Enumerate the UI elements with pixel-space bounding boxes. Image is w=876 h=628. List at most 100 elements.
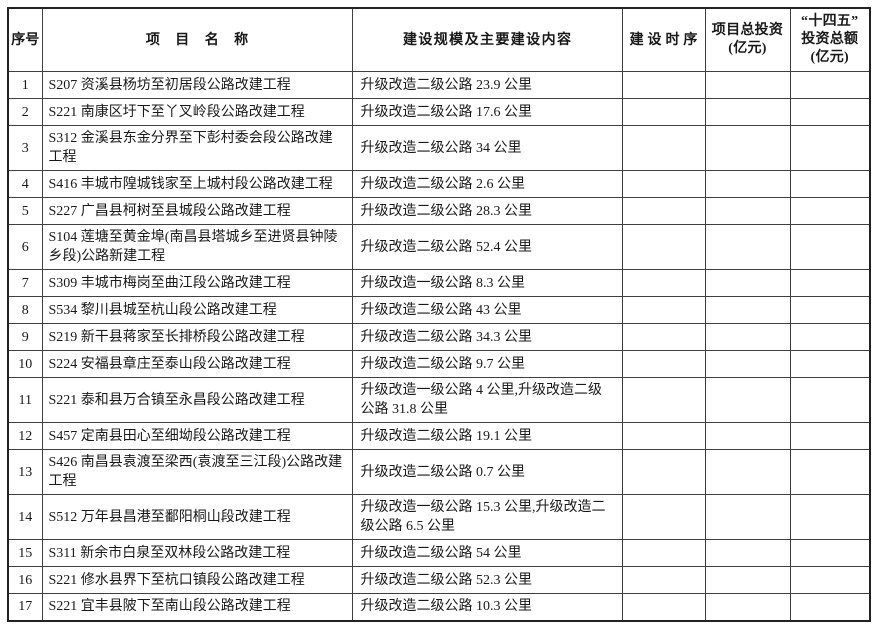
- project-name-cell: S104 莲塘至黄金埠(南昌县塔城乡至进贤县钟陵乡段)公路新建工程: [41, 224, 353, 270]
- row-index-cell: 5: [7, 197, 43, 225]
- table-row: 8 S534 黎川县城至杭山段公路改建工程 升级改造二级公路 43 公里: [7, 296, 871, 324]
- investment-cell: [704, 197, 791, 225]
- project-name-cell: S219 新干县蒋家至长排桥段公路改建工程: [41, 323, 353, 351]
- table-header: 序号 项目名称 建设规模及主要建设内容 建设时序 项目总投资 (亿元) “十四五…: [7, 7, 871, 72]
- table-row: 4 S416 丰城市隍城钱家至上城村段公路改建工程 升级改造二级公路 2.6 公里: [7, 170, 871, 198]
- investment-cell: [704, 566, 791, 594]
- plan-total-cell: [789, 566, 871, 594]
- investment-cell: [704, 539, 791, 567]
- plan-total-cell: [789, 323, 871, 351]
- scale-cell: 升级改造二级公路 19.1 公里: [351, 422, 623, 450]
- project-name-cell: S426 南昌县袁渡至梁西(袁渡至三江段)公路改建工程: [41, 449, 353, 495]
- investment-cell: [704, 71, 791, 99]
- header-plan-total: “十四五” 投资总额 (亿元): [789, 7, 871, 72]
- plan-total-cell: [789, 224, 871, 270]
- schedule-cell: [621, 125, 706, 171]
- row-index-cell: 15: [7, 539, 43, 567]
- scale-cell: 升级改造二级公路 52.4 公里: [351, 224, 623, 270]
- table-row: 11 S221 泰和县万合镇至永昌段公路改建工程 升级改造一级公路 4 公里,升级改…: [7, 377, 871, 423]
- table-row: 1 S207 资溪县杨坊至初居段公路改建工程 升级改造二级公路 23.9 公里: [7, 71, 871, 99]
- table-row: 6 S104 莲塘至黄金埠(南昌县塔城乡至进贤县钟陵乡段)公路新建工程 升级改造二级…: [7, 224, 871, 270]
- road-projects-table: 序号 项目名称 建设规模及主要建设内容 建设时序 项目总投资 (亿元) “十四五…: [7, 7, 871, 622]
- plan-total-cell: [789, 197, 871, 225]
- investment-cell: [704, 323, 791, 351]
- row-index-cell: 7: [7, 269, 43, 297]
- scale-cell: 升级改造二级公路 0.7 公里: [351, 449, 623, 495]
- scale-cell: 升级改造二级公路 2.6 公里: [351, 170, 623, 198]
- plan-total-cell: [789, 125, 871, 171]
- project-name-cell: S309 丰城市梅岗至曲江段公路改建工程: [41, 269, 353, 297]
- scale-cell: 升级改造二级公路 10.3 公里: [351, 593, 623, 621]
- scale-cell: 升级改造二级公路 9.7 公里: [351, 350, 623, 378]
- investment-cell: [704, 224, 791, 270]
- row-index-cell: 2: [7, 98, 43, 126]
- investment-cell: [704, 494, 791, 540]
- investment-cell: [704, 422, 791, 450]
- project-name-cell: S221 泰和县万合镇至永昌段公路改建工程: [41, 377, 353, 423]
- investment-cell: [704, 350, 791, 378]
- investment-cell: [704, 170, 791, 198]
- row-index-cell: 1: [7, 71, 43, 99]
- row-index-cell: 6: [7, 224, 43, 270]
- schedule-cell: [621, 593, 706, 621]
- scale-cell: 升级改造二级公路 43 公里: [351, 296, 623, 324]
- project-name-cell: S221 修水县界下至杭口镇段公路改建工程: [41, 566, 353, 594]
- schedule-cell: [621, 323, 706, 351]
- row-index-cell: 9: [7, 323, 43, 351]
- scale-cell: 升级改造二级公路 54 公里: [351, 539, 623, 567]
- schedule-cell: [621, 449, 706, 495]
- plan-total-cell: [789, 449, 871, 495]
- project-name-cell: S457 定南县田心至细坳段公路改建工程: [41, 422, 353, 450]
- schedule-cell: [621, 539, 706, 567]
- schedule-cell: [621, 350, 706, 378]
- project-name-cell: S512 万年县昌港至鄱阳桐山段改建工程: [41, 494, 353, 540]
- table-row: 12 S457 定南县田心至细坳段公路改建工程 升级改造二级公路 19.1 公里: [7, 422, 871, 450]
- header-schedule: 建设时序: [621, 7, 706, 72]
- plan-total-cell: [789, 539, 871, 567]
- investment-cell: [704, 593, 791, 621]
- schedule-cell: [621, 170, 706, 198]
- table-row: 14 S512 万年县昌港至鄱阳桐山段改建工程 升级改造一级公路 15.3 公里,升…: [7, 494, 871, 540]
- header-scale: 建设规模及主要建设内容: [351, 7, 623, 72]
- project-name-cell: S534 黎川县城至杭山段公路改建工程: [41, 296, 353, 324]
- row-index-cell: 12: [7, 422, 43, 450]
- project-name-cell: S416 丰城市隍城钱家至上城村段公路改建工程: [41, 170, 353, 198]
- project-name-cell: S227 广昌县柯树至县城段公路改建工程: [41, 197, 353, 225]
- table-row: 17 S221 宜丰县陂下至南山段公路改建工程 升级改造二级公路 10.3 公里: [7, 593, 871, 621]
- row-index-cell: 4: [7, 170, 43, 198]
- table-row: 13 S426 南昌县袁渡至梁西(袁渡至三江段)公路改建工程 升级改造二级公路 0.…: [7, 449, 871, 495]
- row-index-cell: 3: [7, 125, 43, 171]
- plan-total-cell: [789, 269, 871, 297]
- plan-total-cell: [789, 296, 871, 324]
- header-investment: 项目总投资 (亿元): [704, 7, 791, 72]
- row-index-cell: 11: [7, 377, 43, 423]
- schedule-cell: [621, 494, 706, 540]
- header-project-name: 项目名称: [41, 7, 353, 72]
- row-index-cell: 13: [7, 449, 43, 495]
- project-name-cell: S311 新余市白泉至双林段公路改建工程: [41, 539, 353, 567]
- project-name-cell: S224 安福县章庄至泰山段公路改建工程: [41, 350, 353, 378]
- schedule-cell: [621, 98, 706, 126]
- plan-total-cell: [789, 350, 871, 378]
- project-name-cell: S207 资溪县杨坊至初居段公路改建工程: [41, 71, 353, 99]
- scale-cell: 升级改造一级公路 4 公里,升级改造二级公路 31.8 公里: [351, 377, 623, 423]
- row-index-cell: 14: [7, 494, 43, 540]
- plan-total-cell: [789, 377, 871, 423]
- table-row: 5 S227 广昌县柯树至县城段公路改建工程 升级改造二级公路 28.3 公里: [7, 197, 871, 225]
- schedule-cell: [621, 422, 706, 450]
- project-name-cell: S221 宜丰县陂下至南山段公路改建工程: [41, 593, 353, 621]
- plan-total-cell: [789, 422, 871, 450]
- row-index-cell: 16: [7, 566, 43, 594]
- scale-cell: 升级改造二级公路 28.3 公里: [351, 197, 623, 225]
- row-index-cell: 8: [7, 296, 43, 324]
- scale-cell: 升级改造一级公路 8.3 公里: [351, 269, 623, 297]
- investment-cell: [704, 449, 791, 495]
- investment-cell: [704, 125, 791, 171]
- schedule-cell: [621, 224, 706, 270]
- scale-cell: 升级改造二级公路 17.6 公里: [351, 98, 623, 126]
- scale-cell: 升级改造二级公路 23.9 公里: [351, 71, 623, 99]
- investment-cell: [704, 269, 791, 297]
- header-index: 序号: [7, 7, 43, 72]
- table-row: 7 S309 丰城市梅岗至曲江段公路改建工程 升级改造一级公路 8.3 公里: [7, 269, 871, 297]
